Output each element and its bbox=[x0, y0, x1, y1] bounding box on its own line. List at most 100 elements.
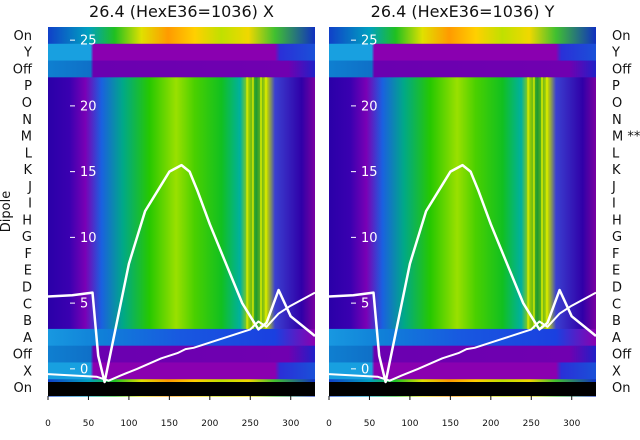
heatmap-row bbox=[329, 77, 596, 95]
y-tick-label: 20 bbox=[361, 99, 378, 114]
heatmap-row bbox=[48, 328, 315, 347]
row-label: F bbox=[25, 247, 32, 262]
row-label: C bbox=[23, 297, 32, 312]
heatmap-row bbox=[48, 144, 315, 162]
row-label: O bbox=[22, 96, 32, 111]
row-label: L bbox=[612, 146, 620, 161]
x-tick-label: 200 bbox=[482, 419, 499, 429]
heatmap-streak bbox=[246, 77, 249, 329]
y-tick-label: 5 bbox=[361, 297, 369, 312]
row-label: C bbox=[612, 297, 621, 312]
row-label: Off bbox=[612, 348, 632, 363]
row-label: H bbox=[22, 213, 32, 228]
y-tick-label: 20 bbox=[80, 99, 97, 114]
y-tick-label: 25 bbox=[80, 34, 97, 49]
x-tick-label: 250 bbox=[523, 419, 540, 429]
row-label: G bbox=[22, 230, 32, 245]
heatmap-row bbox=[329, 295, 596, 313]
x-tick-label: 50 bbox=[83, 419, 95, 429]
y-tick-label: 0 bbox=[80, 362, 88, 377]
row-label: B bbox=[612, 314, 621, 329]
heatmap-streak bbox=[260, 77, 262, 329]
heatmap-row bbox=[48, 278, 315, 296]
heatmap-row bbox=[329, 328, 596, 347]
heatmap-bottom-strip bbox=[48, 382, 315, 396]
x-tick-label: 300 bbox=[282, 419, 299, 429]
row-label: P bbox=[612, 79, 620, 94]
heatmap-row bbox=[48, 110, 315, 129]
heatmap-streak bbox=[251, 77, 254, 329]
heatmap-row bbox=[329, 362, 596, 380]
y-tick-label: 0 bbox=[361, 362, 369, 377]
heatmap-row bbox=[48, 60, 315, 78]
heatmap-row bbox=[329, 228, 596, 246]
heatmap-row bbox=[329, 43, 596, 62]
heatmap-row bbox=[48, 161, 315, 179]
row-label: O bbox=[612, 96, 622, 111]
heatmap-row bbox=[329, 110, 596, 129]
row-label: Off bbox=[13, 348, 33, 363]
row-label: N bbox=[22, 113, 32, 128]
heatmap-streak bbox=[264, 77, 267, 329]
row-label: Y bbox=[23, 46, 32, 61]
x-tick-label: 300 bbox=[563, 419, 580, 429]
row-label: P bbox=[24, 79, 32, 94]
row-label: Off bbox=[612, 62, 632, 77]
row-label: On bbox=[14, 29, 32, 44]
row-label: On bbox=[612, 29, 630, 44]
y-axis-label: Dipole bbox=[0, 191, 14, 232]
chart-title: 26.4 (HexE36=1036) Y bbox=[371, 2, 555, 21]
heatmap-row bbox=[329, 127, 596, 146]
row-label: N bbox=[612, 113, 622, 128]
heatmap-row bbox=[329, 60, 596, 78]
row-label: E bbox=[612, 264, 620, 279]
row-label: E bbox=[24, 264, 32, 279]
x-tick-label: 150 bbox=[442, 419, 459, 429]
heatmap-row bbox=[48, 245, 315, 263]
row-label: L bbox=[25, 146, 33, 161]
row-label: D bbox=[612, 281, 622, 296]
heatmap-streak bbox=[532, 77, 535, 329]
heatmap-row bbox=[48, 261, 315, 280]
row-label: X bbox=[23, 364, 32, 379]
row-label: M ** bbox=[612, 130, 640, 145]
row-label: H bbox=[612, 213, 622, 228]
row-label: I bbox=[28, 197, 32, 212]
series-line bbox=[47, 163, 316, 384]
row-label: M bbox=[21, 130, 32, 145]
heatmap-row bbox=[329, 144, 596, 162]
heatmap-row bbox=[329, 312, 596, 330]
heatmap-row bbox=[48, 77, 315, 95]
y-tick-label: 10 bbox=[80, 231, 97, 246]
chart-title: 26.4 (HexE36=1036) X bbox=[89, 2, 274, 21]
heatmap-row bbox=[329, 278, 596, 296]
row-label: D bbox=[22, 281, 32, 296]
y-tick-label: 5 bbox=[80, 297, 88, 312]
x-tick-label: 50 bbox=[364, 419, 376, 429]
heatmap-row bbox=[48, 127, 315, 146]
series-line bbox=[328, 291, 597, 382]
heatmap-bottom-strip bbox=[329, 382, 596, 396]
heatmap-row bbox=[329, 177, 596, 196]
heatmap-streak bbox=[527, 77, 530, 329]
row-label: Off bbox=[13, 62, 33, 77]
heatmap-row bbox=[329, 261, 596, 280]
heatmap-row bbox=[48, 362, 315, 380]
heatmap-row bbox=[329, 245, 596, 263]
row-label: G bbox=[612, 230, 622, 245]
heatmap-row bbox=[48, 194, 315, 213]
x-tick-label: 100 bbox=[401, 419, 418, 429]
x-tick-label: 0 bbox=[45, 419, 51, 429]
heatmap-row bbox=[48, 27, 315, 45]
heatmap-row bbox=[48, 295, 315, 313]
row-label: Y bbox=[611, 46, 620, 61]
row-label: B bbox=[23, 314, 32, 329]
heatmap-row bbox=[329, 211, 596, 229]
heatmap-row bbox=[329, 345, 596, 364]
row-label: A bbox=[612, 331, 621, 346]
